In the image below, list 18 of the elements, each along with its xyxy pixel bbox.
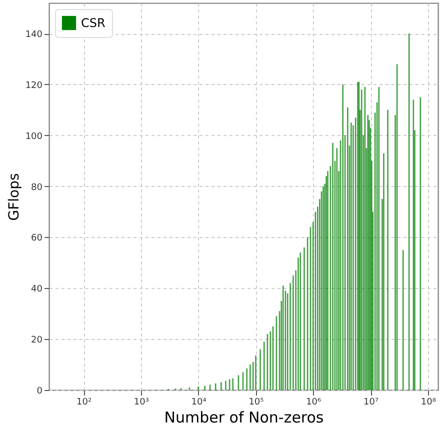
y-axis-title: GFlops (6, 173, 22, 221)
y-tick-label: 100 (25, 132, 43, 142)
y-tick-label: 40 (31, 284, 43, 295)
x-tick-label: 10⁶ (306, 398, 322, 408)
x-axis-title: Number of Non-zeros (164, 408, 324, 426)
x-tick-label: 10² (76, 398, 92, 408)
x-tick-label: 10⁵ (248, 398, 264, 408)
x-tick-label: 10⁴ (191, 398, 207, 408)
y-tick-label: 80 (31, 182, 43, 193)
y-tick-label: 140 (25, 30, 43, 40)
y-tick-label: 120 (25, 80, 43, 91)
y-tick-label: 60 (31, 234, 43, 244)
legend-label: CSR (81, 16, 106, 30)
x-tick-label: 10⁷ (363, 398, 379, 408)
x-tick-label: 10⁸ (420, 398, 436, 408)
x-tick-label: 10³ (134, 398, 150, 408)
y-tick-label: 0 (36, 386, 43, 396)
y-tick-label: 20 (31, 336, 43, 346)
